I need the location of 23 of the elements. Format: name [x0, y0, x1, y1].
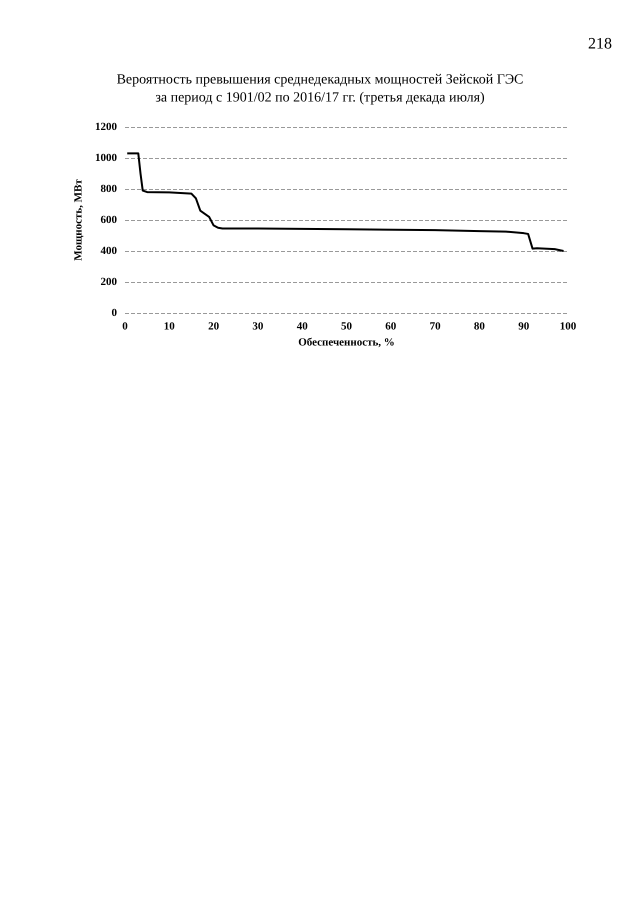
x-tick-label: 90 — [518, 320, 530, 332]
y-tick-label: 200 — [100, 276, 118, 288]
y-tick-label: 600 — [100, 214, 118, 226]
x-tick-label: 10 — [164, 320, 176, 332]
y-tick-label: 1200 — [95, 121, 118, 133]
y-tick-label: 0 — [112, 307, 118, 319]
line-series — [126, 152, 565, 252]
y-tick-label: 400 — [100, 245, 118, 257]
y-tick-label: 800 — [100, 183, 118, 195]
y-axis-title: Мощность, МВт — [72, 178, 85, 261]
x-tick-label: 20 — [208, 320, 220, 332]
chart-title: Вероятность превышения среднедекадных мощностей Зейской ГЭС за период с 1901/02 по 2016/17 гг. (третья декада июля) — [116, 72, 524, 106]
x-tick-label: 70 — [430, 320, 442, 332]
x-tick-label: 30 — [252, 320, 264, 332]
x-tick-label: 100 — [560, 320, 577, 332]
y-tick-label: 1000 — [95, 152, 118, 164]
x-tick-label: 0 — [122, 320, 128, 332]
x-tick-label: 50 — [341, 320, 352, 332]
x-axis-title: Обеспеченность, % — [298, 336, 395, 348]
text: 218 — [588, 36, 612, 52]
x-tick-label: 80 — [474, 320, 486, 332]
x-tick-label: 40 — [296, 320, 308, 332]
x-tick-label: 60 — [385, 320, 397, 332]
